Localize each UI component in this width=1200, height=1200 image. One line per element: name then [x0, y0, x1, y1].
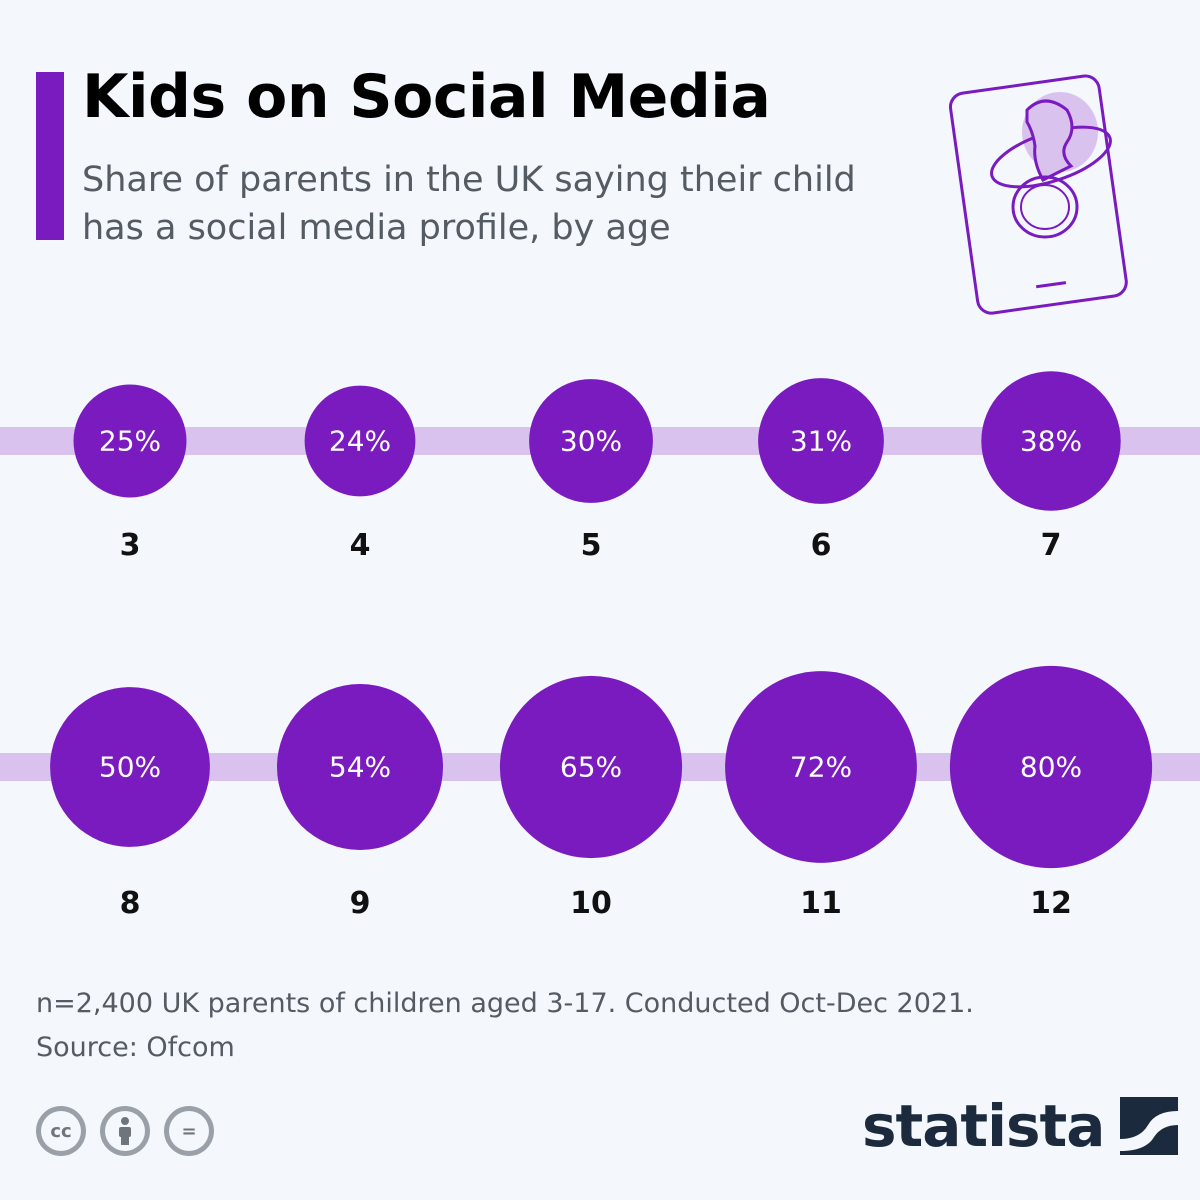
cc-icon[interactable]: cc: [36, 1106, 86, 1156]
value-label-age-8: 50%: [99, 751, 161, 784]
bubble-age-4: [304, 385, 416, 497]
value-label-age-9: 54%: [329, 751, 391, 784]
age-label-8: 8: [120, 886, 141, 921]
title-accent-bar: [36, 72, 64, 240]
bubble-age-12: [949, 665, 1153, 869]
value-label-age-5: 30%: [560, 425, 622, 458]
bubble-age-7: [981, 371, 1121, 511]
age-label-11: 11: [800, 886, 842, 921]
age-label-5: 5: [581, 528, 602, 563]
age-label-10: 10: [570, 886, 612, 921]
value-label-age-12: 80%: [1020, 751, 1082, 784]
page-subtitle: Share of parents in the UK saying their …: [82, 160, 856, 248]
bubble-age-10: [499, 675, 683, 859]
value-label-age-6: 31%: [790, 425, 852, 458]
bubble-age-8: [50, 687, 210, 847]
statista-logo[interactable]: statista: [862, 1092, 1180, 1160]
page-title: Kids on Social Media: [82, 62, 771, 132]
value-label-age-4: 24%: [329, 425, 391, 458]
age-label-3: 3: [120, 528, 141, 563]
age-label-7: 7: [1041, 528, 1062, 563]
bubble-age-3: [73, 384, 187, 498]
survey-footnote: n=2,400 UK parents of children aged 3-17…: [36, 988, 974, 1019]
age-label-12: 12: [1030, 886, 1072, 921]
bubble-age-9: [277, 684, 443, 850]
age-label-4: 4: [350, 528, 371, 563]
age-label-9: 9: [350, 886, 371, 921]
value-label-age-3: 25%: [99, 425, 161, 458]
statista-mark-icon: [1120, 1097, 1179, 1155]
attribution-icon[interactable]: [100, 1106, 150, 1156]
value-label-age-10: 65%: [560, 751, 622, 784]
brand-name: statista: [862, 1092, 1105, 1160]
bubble-age-11: [725, 671, 917, 863]
no-derivatives-icon[interactable]: =: [164, 1106, 214, 1156]
value-label-age-11: 72%: [790, 751, 852, 784]
license-icons: cc =: [36, 1106, 214, 1156]
no-derivatives-icon-text: =: [169, 1111, 209, 1151]
bubble-age-5: [529, 379, 653, 503]
age-label-6: 6: [811, 528, 832, 563]
cc-icon-text: cc: [41, 1111, 81, 1151]
value-label-age-7: 38%: [1020, 425, 1082, 458]
bubble-chart: 25% 3 24% 4 30% 5 31% 6 38% 7 50% 8 54% 9 65% 10 72% 11 80…: [0, 371, 1200, 921]
phone-pacifier-icon: [948, 74, 1128, 315]
bubble-age-6: [758, 378, 884, 504]
source-note: Source: Ofcom: [36, 1032, 235, 1063]
